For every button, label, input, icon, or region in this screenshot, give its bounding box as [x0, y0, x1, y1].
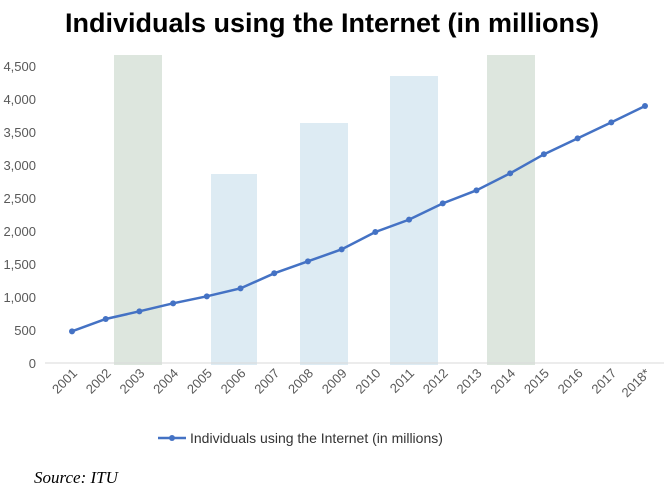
- x-tick-label: 2004: [150, 366, 181, 397]
- y-tick-label: 1,500: [3, 257, 36, 272]
- y-tick-label: 1,000: [3, 290, 36, 305]
- data-point: [237, 285, 244, 292]
- x-tick-label: 2017: [588, 366, 619, 397]
- x-tick-label: 2013: [454, 366, 485, 397]
- x-tick-label: 2002: [83, 366, 114, 397]
- x-tick-label: 2008: [285, 366, 316, 397]
- watermark-logo: [114, 55, 535, 365]
- x-tick-label: 2018*: [618, 366, 653, 401]
- watermark-bar: [487, 55, 535, 365]
- data-point: [69, 328, 75, 335]
- y-tick-label: 3,500: [3, 125, 36, 140]
- watermark-bar: [300, 123, 348, 365]
- data-point: [271, 270, 278, 277]
- y-tick-label: 4,500: [3, 59, 36, 74]
- data-point: [439, 200, 446, 207]
- data-point: [102, 315, 109, 322]
- data-point: [608, 119, 615, 126]
- data-point: [574, 135, 581, 142]
- data-point: [473, 187, 480, 194]
- data-point: [540, 151, 547, 158]
- x-tick-label: 2010: [352, 366, 383, 397]
- legend: Individuals using the Internet (in milli…: [158, 430, 443, 446]
- data-point: [507, 170, 514, 177]
- y-tick-label: 500: [14, 323, 36, 338]
- y-tick-label: 0: [29, 356, 36, 371]
- legend-label: Individuals using the Internet (in milli…: [190, 430, 443, 446]
- source-note: Source: ITU: [34, 468, 118, 487]
- watermark-bar: [114, 55, 162, 365]
- x-tick-label: 2011: [387, 366, 417, 396]
- x-tick-label: 2014: [487, 366, 518, 397]
- data-point: [406, 216, 413, 223]
- data-point: [136, 308, 143, 315]
- x-tick-label: 2016: [555, 366, 586, 397]
- x-tick-label: 2015: [521, 366, 552, 397]
- watermark-bar: [211, 174, 257, 365]
- y-tick-label: 3,000: [3, 158, 36, 173]
- x-tick-label: 2006: [218, 366, 249, 397]
- y-tick-label: 2,500: [3, 191, 36, 206]
- watermark-bar: [390, 76, 438, 365]
- series-line: [71, 104, 646, 333]
- x-tick-label: 2005: [184, 366, 215, 397]
- data-point: [170, 300, 177, 307]
- data-point: [338, 246, 345, 253]
- x-tick-label: 2007: [251, 366, 282, 397]
- chart-title: Individuals using the Internet (in milli…: [64, 8, 600, 38]
- y-tick-label: 4,000: [3, 92, 36, 107]
- data-point: [642, 102, 648, 109]
- y-tick-label: 2,000: [3, 224, 36, 239]
- x-tick-label: 2009: [319, 366, 350, 397]
- x-tick-label: 2001: [49, 366, 80, 397]
- legend-marker: [169, 435, 175, 441]
- data-point: [203, 293, 210, 300]
- data-point: [372, 228, 379, 235]
- x-tick-label: 2003: [116, 366, 147, 397]
- x-tick-label: 2012: [420, 366, 451, 397]
- data-point: [304, 258, 311, 265]
